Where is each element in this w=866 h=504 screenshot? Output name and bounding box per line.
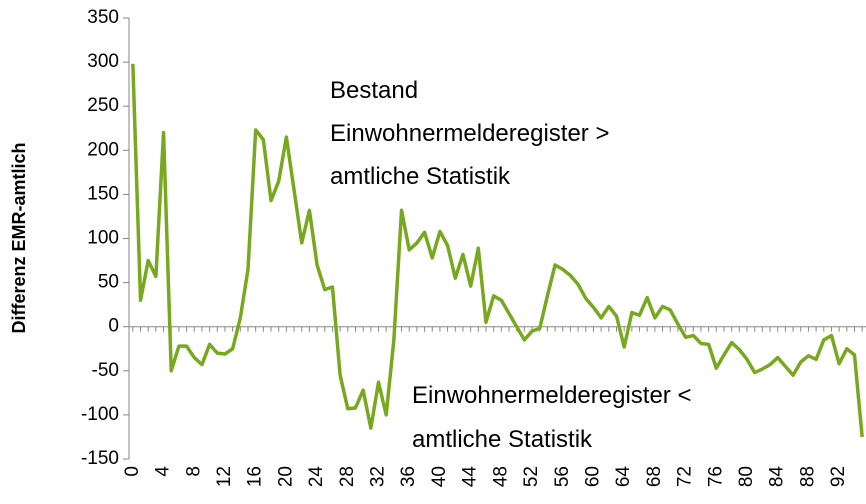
annotation: Bestand <box>330 77 418 104</box>
y-axis-label: Differenz EMR-amtlich <box>9 142 29 333</box>
x-tick-label: 28 <box>337 466 358 487</box>
x-tick-label: 24 <box>306 466 327 488</box>
x-tick-label: 84 <box>767 466 788 488</box>
x-tick-label: 12 <box>214 466 235 487</box>
annotation: Einwohnermelderegister > <box>330 120 609 147</box>
y-tick-label: 200 <box>87 139 119 160</box>
annotation: Einwohnermelderegister < <box>412 382 691 409</box>
x-tick-label: 88 <box>797 466 818 487</box>
x-tick-label: 48 <box>490 466 511 487</box>
x-tick-label: 20 <box>275 466 296 487</box>
y-tick-label: -50 <box>92 360 119 381</box>
y-tick-label: 150 <box>87 183 119 204</box>
x-tick-label: 40 <box>429 466 450 487</box>
x-tick-label: 32 <box>368 466 389 487</box>
y-tick-label: 0 <box>108 316 119 337</box>
x-tick-label: 56 <box>552 466 573 487</box>
x-tick-label: 60 <box>582 466 603 487</box>
x-tick-label: 16 <box>245 466 266 487</box>
x-tick-label: 72 <box>675 466 696 487</box>
x-tick-label: 64 <box>613 466 634 488</box>
y-tick-label: 300 <box>87 51 119 72</box>
x-tick-label: 44 <box>460 466 481 488</box>
x-tick-label: 8 <box>183 466 204 477</box>
y-tick-label: 100 <box>87 228 119 249</box>
x-tick-label: 36 <box>398 466 419 487</box>
y-tick-label: 50 <box>98 272 119 293</box>
x-tick-label: 92 <box>828 466 849 487</box>
x-tick-label: 52 <box>521 466 542 487</box>
x-tick-label: 0 <box>122 466 143 477</box>
y-tick-label: -150 <box>81 448 119 469</box>
annotation: amtliche Statistik <box>330 163 511 190</box>
data-line <box>131 63 864 438</box>
y-tick-label: 350 <box>87 7 119 28</box>
x-tick-label: 76 <box>705 466 726 487</box>
y-tick-label: 250 <box>87 95 119 116</box>
x-tick-label: 4 <box>153 466 174 477</box>
x-tick-label: 68 <box>644 466 665 487</box>
y-tick-label: -100 <box>81 404 119 425</box>
x-tick-label: 80 <box>736 466 757 487</box>
annotation: amtliche Statistik <box>412 426 593 453</box>
